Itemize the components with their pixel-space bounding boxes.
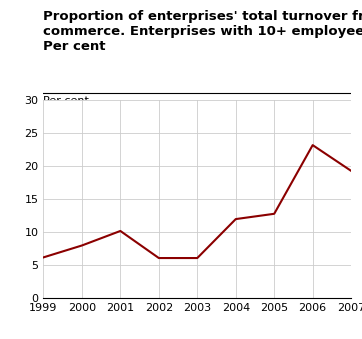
Text: Per cent: Per cent <box>43 96 89 106</box>
Text: Proportion of enterprises' total turnover from electronic
commerce. Enterprises : Proportion of enterprises' total turnove… <box>43 10 362 53</box>
